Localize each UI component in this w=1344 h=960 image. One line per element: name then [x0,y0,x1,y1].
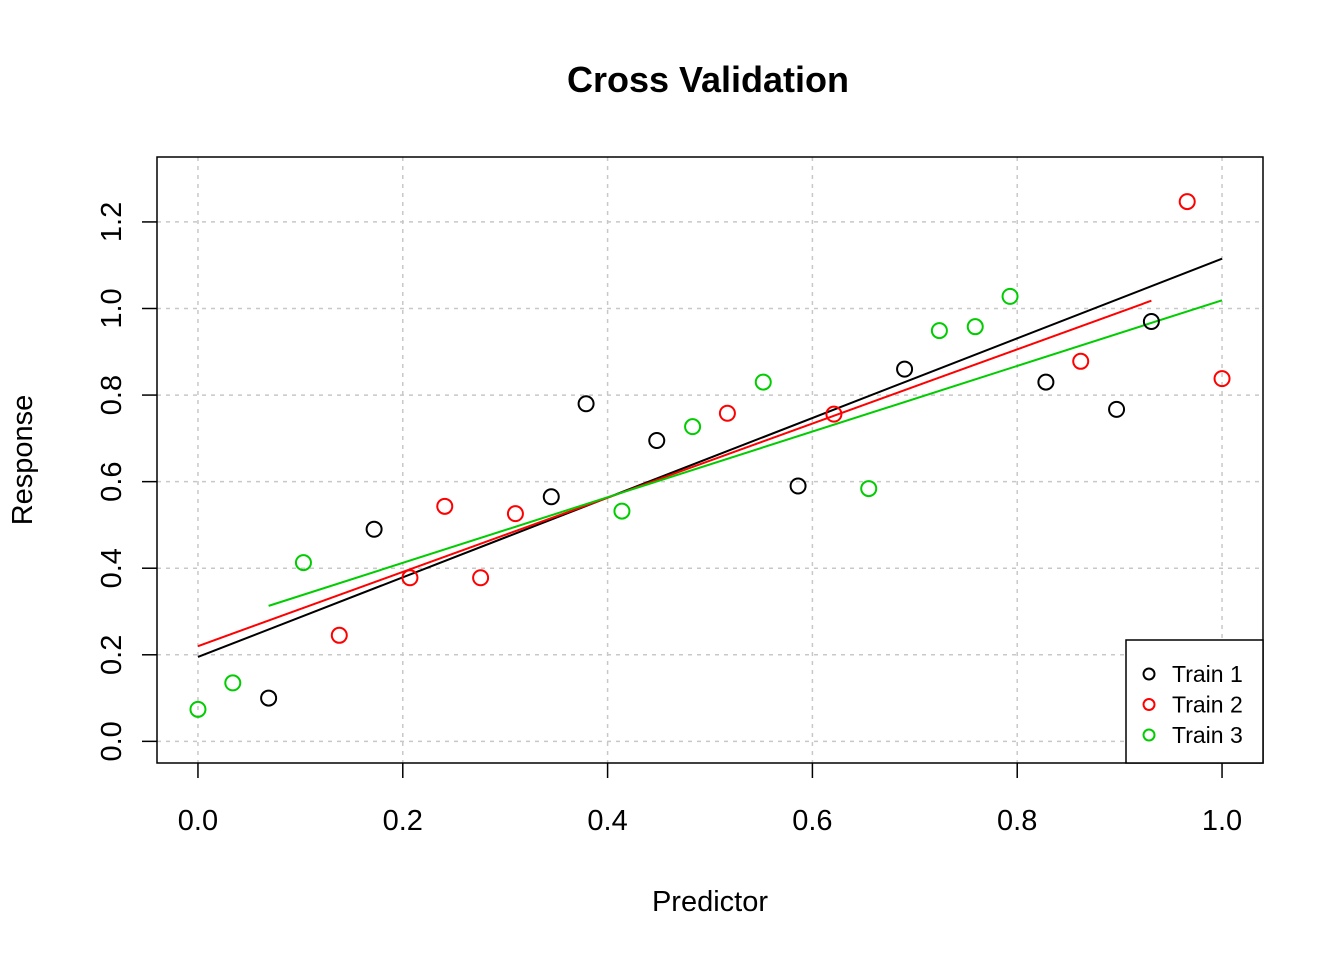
fit-line-series-3 [268,299,1223,607]
point-series-1-8 [1108,400,1126,418]
x-tick-label-4: 0.8 [997,805,1037,837]
y-tick-label-4: 0.8 [96,375,128,415]
point-series-3-1 [224,674,242,692]
point-series-3-8 [966,318,984,336]
plot-frame [156,156,1264,764]
x-tick-label-0: 0.0 [178,805,218,837]
grid-lines [157,157,1263,763]
y-tick-label-0: 0.0 [96,721,128,761]
point-series-3-2 [294,554,312,572]
point-series-1-2 [542,488,560,506]
point-series-2-6 [825,405,843,423]
legend: Train 1 Train 2 Train 3 [1125,639,1264,764]
x-tick-label-5: 1.0 [1202,805,1242,837]
point-series-2-3 [472,569,490,587]
x-axis-label: Predictor [652,886,768,918]
point-series-3-5 [754,373,772,391]
point-series-1-6 [896,360,914,378]
fit-lines [197,257,1223,658]
point-series-2-7 [1072,352,1090,370]
point-series-3-9 [1001,287,1019,305]
point-series-3-6 [860,480,878,498]
point-series-2-0 [330,626,348,644]
axis-ticks: 0.0 0.2 0.4 0.6 0.8 1.0 0.0 0.2 0.4 0.6 0.8 1.0 1.2 [96,202,1242,837]
point-series-2-9 [1213,370,1231,388]
point-series-3-3 [613,502,631,520]
point-series-3-7 [930,322,948,340]
legend-label-series-2: Train 2 [1172,692,1243,718]
point-series-1-9 [1142,312,1160,330]
point-series-2-5 [718,404,736,422]
y-tick-label-2: 0.4 [96,548,128,588]
point-series-1-3 [577,395,595,413]
point-series-2-4 [506,505,524,523]
y-tick-label-1: 0.2 [96,635,128,675]
chart-title: Cross Validation [567,59,849,100]
data-points [189,193,1231,718]
point-series-1-7 [1037,373,1055,391]
point-series-2-8 [1178,193,1196,211]
point-series-1-0 [260,689,278,707]
point-series-1-1 [365,520,383,538]
y-tick-label-5: 1.0 [96,288,128,328]
y-axis-label: Response [7,395,39,526]
point-series-2-2 [436,497,454,515]
point-series-2-1 [401,569,419,587]
point-series-1-5 [789,477,807,495]
point-series-3-4 [684,418,702,436]
legend-label-series-1: Train 1 [1172,661,1243,687]
x-tick-label-3: 0.6 [792,805,832,837]
legend-marker-series-2 [1142,698,1156,711]
legend-box [1125,639,1264,764]
y-tick-label-3: 0.6 [96,461,128,501]
y-tick-label-6: 1.2 [96,202,128,242]
point-series-1-4 [648,432,666,450]
x-tick-label-2: 0.4 [587,805,627,837]
legend-label-series-3: Train 3 [1172,722,1243,748]
fit-line-series-2 [197,299,1152,648]
point-series-3-0 [189,700,207,718]
legend-marker-series-3 [1142,728,1156,742]
fit-line-series-1 [197,257,1223,658]
legend-marker-series-1 [1142,667,1156,681]
x-tick-label-1: 0.2 [383,805,423,837]
